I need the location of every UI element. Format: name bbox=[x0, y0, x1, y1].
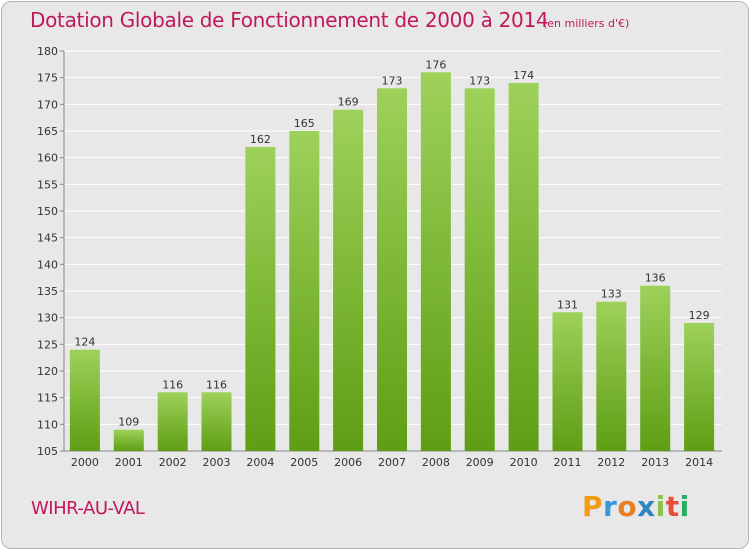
bar-2005 bbox=[289, 131, 320, 451]
x-tick-label: 2014 bbox=[685, 456, 713, 469]
logo-letter: t bbox=[665, 490, 680, 523]
x-tick-label: 2004 bbox=[246, 456, 274, 469]
y-tick-label: 150 bbox=[37, 205, 58, 218]
data-label-2008: 176 bbox=[425, 58, 446, 71]
data-label-2012: 133 bbox=[601, 288, 622, 301]
bar-2010 bbox=[508, 83, 539, 451]
data-label-2004: 162 bbox=[250, 133, 271, 146]
labels: 124 2000 109 2001 116 2002 116 2003 162 2004 165 20… bbox=[71, 58, 713, 469]
y-tick-label: 135 bbox=[37, 285, 58, 298]
data-label-2013: 136 bbox=[645, 272, 666, 285]
location-name: WIHR-AU-VAL bbox=[31, 498, 145, 519]
data-label-2014: 129 bbox=[689, 309, 710, 322]
bar-2014 bbox=[684, 323, 715, 451]
data-label-2010: 174 bbox=[513, 69, 534, 82]
proxiti-logo: Proxiti bbox=[582, 490, 690, 523]
data-label-2002: 116 bbox=[162, 378, 183, 391]
data-label-2000: 124 bbox=[74, 336, 95, 349]
bar-2007 bbox=[377, 88, 407, 452]
logo-letter: r bbox=[603, 490, 618, 523]
y-tick-label: 180 bbox=[37, 45, 58, 58]
logo-letter: i bbox=[679, 490, 690, 523]
data-label-2007: 173 bbox=[382, 74, 403, 87]
x-tick-label: 2013 bbox=[641, 456, 669, 469]
x-tick-label: 2012 bbox=[597, 456, 625, 469]
chart-title: Dotation Globale de Fonctionnement de 20… bbox=[30, 8, 549, 32]
data-label-2011: 131 bbox=[557, 298, 578, 311]
logo-letter: x bbox=[637, 490, 656, 523]
x-tick-label: 2002 bbox=[159, 456, 187, 469]
y-tick-label: 165 bbox=[37, 125, 58, 138]
y-tick-label: 170 bbox=[37, 98, 58, 111]
x-tick-label: 2007 bbox=[378, 456, 406, 469]
y-tick-label: 125 bbox=[37, 338, 58, 351]
bars bbox=[69, 72, 715, 452]
chart-subtitle: (en milliers d'€) bbox=[543, 17, 630, 30]
y-tick-label: 155 bbox=[37, 178, 58, 191]
bar-2008 bbox=[420, 72, 451, 452]
bar-2002 bbox=[157, 392, 188, 451]
y-tick-label: 105 bbox=[37, 445, 58, 458]
x-tick-label: 2010 bbox=[510, 456, 538, 469]
bar-2000 bbox=[69, 349, 100, 451]
x-tick-label: 2005 bbox=[290, 456, 318, 469]
bar-2003 bbox=[201, 392, 232, 451]
bar-2001 bbox=[113, 429, 144, 451]
x-tick-label: 2008 bbox=[422, 456, 450, 469]
y-tick-label: 160 bbox=[37, 152, 58, 165]
bar-2012 bbox=[596, 301, 627, 451]
x-tick-label: 2001 bbox=[115, 456, 143, 469]
data-label-2006: 169 bbox=[338, 96, 359, 109]
bar-2009 bbox=[464, 88, 495, 452]
x-tick-label: 2009 bbox=[466, 456, 494, 469]
x-tick-label: 2011 bbox=[554, 456, 582, 469]
y-tick-label: 110 bbox=[37, 418, 58, 431]
y-tick-label: 130 bbox=[37, 312, 58, 325]
data-label-2003: 116 bbox=[206, 378, 227, 391]
data-label-2005: 165 bbox=[294, 117, 315, 130]
logo-letter: o bbox=[617, 490, 638, 523]
x-tick-label: 2006 bbox=[334, 456, 362, 469]
bar-2006 bbox=[333, 109, 364, 451]
y-tick-label: 175 bbox=[37, 72, 58, 85]
bar-2004 bbox=[245, 147, 276, 451]
y-tick-label: 145 bbox=[37, 232, 58, 245]
bar-2011 bbox=[552, 312, 583, 451]
logo-letter: P bbox=[582, 490, 604, 523]
x-tick-label: 2003 bbox=[203, 456, 231, 469]
data-label-2001: 109 bbox=[118, 416, 139, 429]
data-label-2009: 173 bbox=[469, 74, 490, 87]
y-tick-label: 115 bbox=[37, 392, 58, 405]
y-tick-label: 120 bbox=[37, 365, 58, 378]
logo-letter: i bbox=[655, 490, 666, 523]
x-tick-label: 2000 bbox=[71, 456, 99, 469]
y-tick-label: 140 bbox=[37, 258, 58, 271]
bar-2013 bbox=[640, 285, 671, 451]
